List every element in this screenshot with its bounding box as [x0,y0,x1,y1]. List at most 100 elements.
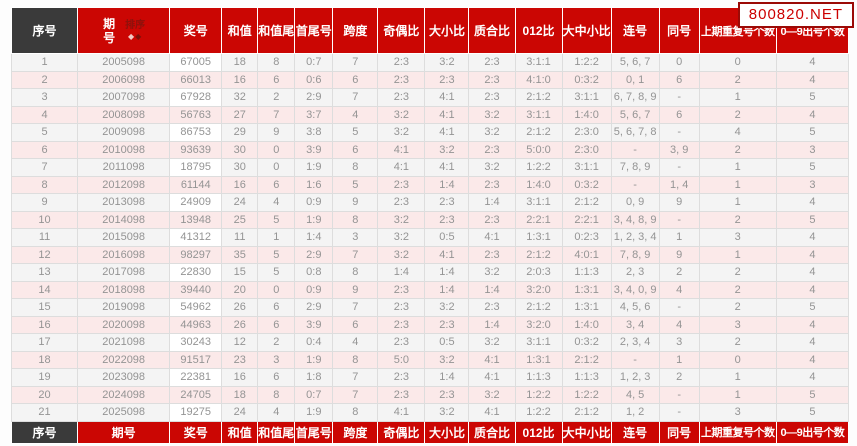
cell-odd-even: 3:2 [377,123,426,142]
header-sum: 和值 [221,7,259,54]
cell-span: 9 [332,280,379,299]
cell-digit-count: 5 [775,385,850,404]
cell-sum: 15 [221,263,259,282]
table-row: 18 2022098 91517 23 3 1:9 8 5:0 3:2 4:1 1:3:1 2:1:2… [10,350,850,369]
cell-period: 2016098 [77,245,171,264]
table-row: 11 2015098 41312 11 1 1:4 3 3:2 0:5 4:1 1:3:1 0:2:3… [10,228,850,247]
table-row: 3 2007098 67928 32 2 2:9 7 2:3 4:1 2:3 2:1:2 3:1:1 6… [10,88,850,107]
cell-prime-composite: 3:2 [468,385,516,404]
cell-odd-even: 4:1 [377,140,426,159]
cell-first-last: 0:9 [294,193,334,212]
cell-zero-one-two: 5:0:0 [514,140,563,159]
cell-seq: 14 [10,280,79,299]
cell-span: 7 [332,298,379,317]
cell-same-digit: 0 [658,53,700,72]
cell-big-mid-small: 1:2:2 [561,385,612,404]
cell-seq: 21 [10,403,79,422]
cell-prime-composite: 1:4 [468,280,516,299]
cell-big-mid-small: 0:3:2 [561,70,612,89]
cell-span: 7 [332,88,379,107]
cell-period: 2005098 [77,53,171,72]
cell-same-digit: - [658,298,700,317]
cell-digit-count: 4 [775,245,850,264]
cell-sum-tail: 6 [257,368,296,387]
cell-repeat-count: 4 [698,123,777,142]
cell-same-digit: 2 [658,368,700,387]
cell-big-mid-small: 3:1:1 [561,88,612,107]
cell-prime-composite: 2:3 [468,175,516,194]
cell-seq: 6 [10,140,79,159]
cell-zero-one-two: 3:1:1 [514,53,563,72]
cell-first-last: 0:6 [294,70,334,89]
cell-prime-composite: 4:1 [468,403,516,422]
cell-repeat-count: 1 [698,158,777,177]
cell-sum: 29 [221,123,259,142]
cell-consecutive: 6, 7, 8, 9 [610,88,660,107]
cell-period: 2018098 [77,280,171,299]
cell-period: 2017098 [77,263,171,282]
footer-row: 序号 期号 奖号 和值 和值尾 首尾号 跨度 奇偶比 大小比 质合比 012比 大中小比 连号 同号 上期重… [10,420,850,444]
cell-consecutive: - [610,175,660,194]
cell-period: 2008098 [77,105,171,124]
site-watermark: 800820.NET [737,2,854,28]
cell-prime-composite: 1:4 [468,193,516,212]
cell-seq: 18 [10,350,79,369]
cell-repeat-count: 1 [698,245,777,264]
table-row: 10 2014098 13948 25 5 1:9 8 3:2 2:3 2:3 2:2:1 2:2:1… [10,210,850,229]
cell-consecutive: 1, 2 [610,403,660,422]
cell-big-small: 2:3 [424,70,470,89]
header-big-small: 大小比 [424,7,470,54]
cell-consecutive: 0, 9 [610,193,660,212]
header-sum-tail: 和值尾 [257,7,296,54]
table-row: 15 2019098 54962 26 6 2:9 7 2:3 3:2 2:3 2:1:2 1:3:1… [10,298,850,317]
cell-prime-composite: 3:2 [468,333,516,352]
cell-zero-one-two: 2:1:2 [514,123,563,142]
cell-sum-tail: 1 [257,228,296,247]
cell-big-small: 2:3 [424,210,470,229]
cell-seq: 5 [10,123,79,142]
cell-sum: 35 [221,245,259,264]
cell-period: 2021098 [77,333,171,352]
cell-digit-count: 4 [775,315,850,334]
cell-sum: 26 [221,315,259,334]
table-row: 20 2024098 24705 18 8 0:7 7 2:3 2:3 3:2 1:2:2 1:2:2… [10,385,850,404]
cell-period: 2009098 [77,123,171,142]
cell-span: 7 [332,245,379,264]
cell-digit-count: 5 [775,88,850,107]
cell-zero-one-two: 1:3:1 [514,228,563,247]
cell-big-mid-small: 1:1:3 [561,368,612,387]
cell-span: 6 [332,70,379,89]
cell-sum-tail: 6 [257,315,296,334]
header-period-label: 期号 [103,16,116,45]
cell-big-mid-small: 2:2:1 [561,210,612,229]
header-period: 期号 排序 ◆◆ [77,7,171,54]
header-span: 跨度 [332,7,379,54]
cell-prime-composite: 1:4 [468,315,516,334]
cell-sum-tail: 0 [257,280,296,299]
cell-sum: 16 [221,175,259,194]
cell-first-last: 0:8 [294,263,334,282]
cell-span: 8 [332,263,379,282]
footer-prime-composite: 质合比 [468,420,516,444]
cell-prime-composite: 3:2 [468,105,516,124]
cell-digit-count: 4 [775,263,850,282]
cell-number: 18795 [169,158,223,177]
cell-seq: 20 [10,385,79,404]
sort-desc-icon[interactable]: ◆ [135,31,143,41]
cell-repeat-count: 1 [698,175,777,194]
cell-span: 7 [332,368,379,387]
cell-big-mid-small: 3:1:1 [561,158,612,177]
cell-zero-one-two: 4:1:0 [514,70,563,89]
sort-asc-icon[interactable]: ◆ [127,31,136,41]
cell-seq: 7 [10,158,79,177]
cell-sum-tail: 3 [257,350,296,369]
cell-first-last: 1:4 [294,228,334,247]
cell-number: 54962 [169,298,223,317]
footer-period: 期号 [77,420,171,444]
cell-sum-tail: 9 [257,123,296,142]
cell-repeat-count: 2 [698,333,777,352]
cell-odd-even: 5:0 [377,350,426,369]
cell-prime-composite: 3:2 [468,263,516,282]
table-row: 16 2020098 44963 26 6 3:9 6 2:3 2:3 1:4 3:2:0 1:4:0… [10,315,850,334]
cell-number: 98297 [169,245,223,264]
